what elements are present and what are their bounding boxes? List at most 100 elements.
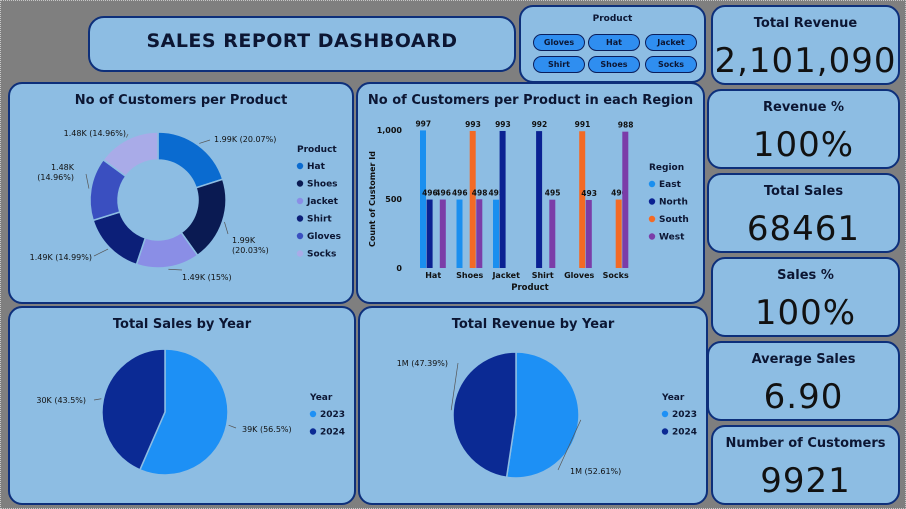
legend-title: Region [649, 163, 684, 173]
kpi-value: 100% [754, 293, 857, 333]
legend-label-north: North [659, 198, 688, 208]
bar-shirt-west [549, 199, 556, 268]
y-axis-label: Count of Customer Id [368, 151, 377, 247]
bar-hat-west [439, 199, 446, 268]
legend-marker-shirt [296, 215, 304, 222]
data-label-shoes: (20.03%) [232, 246, 269, 255]
legend-label-shoes: Shoes [307, 180, 338, 190]
kpi-total-revenue: Total Revenue 2,101,090 [711, 5, 900, 85]
legend-marker-west [648, 233, 656, 240]
slicer-title: Product [592, 14, 633, 24]
x-tick-label-gloves: Gloves [564, 271, 594, 280]
legend-marker-east [648, 180, 656, 188]
slicer-item-gloves[interactable]: Gloves [533, 34, 585, 51]
leader-line-gloves [85, 173, 90, 189]
kpi-revenue-percent: Revenue % 100% [707, 89, 900, 169]
legend-label-jacket: Jacket [306, 197, 339, 207]
data-label-shoes: 1.99K [232, 236, 256, 245]
kpi-label: Number of Customers [725, 436, 886, 451]
leader-line-2023 [228, 424, 237, 429]
bar-shoes-east [456, 199, 463, 268]
customers-per-product-card: No of Customers per Product 1.99K (20.07… [8, 82, 354, 304]
data-label-gloves: 1.48K [51, 163, 75, 172]
data-label-hat-east: 997 [415, 119, 431, 128]
dashboard-title: SALES REPORT DASHBOARD [146, 30, 458, 52]
kpi-value: 2,101,090 [714, 41, 897, 81]
leader-line-2023 [557, 419, 582, 471]
data-label-jacket-east: 495 [488, 189, 504, 198]
data-label-socks-south: 496 [611, 189, 627, 198]
y-tick-label: 500 [385, 195, 402, 204]
legend-label-west: West [659, 233, 685, 243]
y-tick-label: 0 [396, 264, 402, 273]
chart-title: No of Customers per Product in each Regi… [367, 93, 694, 108]
data-label-gloves: (14.96%) [37, 173, 74, 182]
x-axis-label: Product [511, 283, 549, 293]
legend-title: Product [297, 145, 337, 155]
data-label-2024: 30K (43.5%) [36, 396, 86, 405]
kpi-label: Total Revenue [753, 16, 858, 31]
legend-marker-hat [296, 162, 304, 170]
legend-marker-2024 [661, 428, 669, 435]
data-label-gloves-south: 991 [575, 120, 591, 129]
kpi-value: 68461 [746, 209, 861, 249]
data-label-hat-west: 496 [435, 189, 451, 198]
bar-gloves-south [579, 131, 586, 268]
chart-title: No of Customers per Product [74, 93, 288, 108]
legend-marker-2023 [661, 410, 669, 418]
legend-marker-gloves [296, 232, 304, 240]
legend-label-east: East [659, 180, 682, 190]
bar-shoes-south [469, 130, 476, 268]
kpi-number-of-customers: Number of Customers 9921 [711, 425, 900, 505]
bar-hat-north [426, 199, 433, 268]
y-tick-label: 1,000 [377, 126, 403, 135]
slicer-item-hat[interactable]: Hat [588, 34, 640, 51]
legend-title: Year [309, 393, 333, 403]
slicer-item-shirt[interactable]: Shirt [533, 56, 585, 73]
bar-gloves-west [585, 199, 592, 268]
x-tick-label-shirt: Shirt [532, 271, 554, 280]
customers-per-region-card: No of Customers per Product in each Regi… [356, 82, 705, 304]
data-label-socks-west: 988 [618, 121, 634, 130]
legend-label-hat: Hat [307, 162, 326, 172]
leader-line-shirt [93, 248, 109, 257]
bar-jacket-east [493, 199, 499, 268]
data-label-2023: 1M (52.61%) [570, 467, 621, 476]
bar-hat-east [420, 130, 426, 268]
slicer-item-socks[interactable]: Socks [645, 56, 697, 73]
slice-socks [102, 131, 159, 178]
dashboard-title-card: SALES REPORT DASHBOARD [88, 16, 516, 72]
product-slicer: Product Gloves Hat Jacket Shirt Shoes So… [519, 5, 706, 83]
slice-2023 [138, 348, 229, 476]
leader-line-2024 [450, 362, 459, 411]
slice-2024 [101, 348, 166, 471]
legend-marker-2023 [309, 410, 317, 418]
sales-by-year-pie: 39K (56.5%) 30K (43.5%) Year 2023 2024 [36, 348, 345, 476]
chart-title: Total Revenue by Year [451, 317, 615, 332]
kpi-label: Average Sales [751, 352, 856, 367]
leader-line-2024 [93, 398, 102, 401]
x-tick-label-shoes: Shoes [456, 271, 483, 280]
kpi-label: Total Sales [763, 184, 844, 199]
bar-jacket-north [499, 130, 506, 268]
slicer-item-jacket[interactable]: Jacket [645, 34, 697, 51]
legend-label-2023: 2023 [320, 410, 345, 420]
kpi-total-sales: Total Sales 68461 [707, 173, 900, 253]
kpi-average-sales: Average Sales 6.90 [707, 341, 900, 421]
data-label-hat-north: 496 [422, 189, 438, 198]
data-label-shirt-north: 992 [532, 120, 548, 129]
legend-title: Year [661, 393, 685, 403]
legend-marker-north [648, 198, 656, 205]
legend-label-2023: 2023 [672, 410, 697, 420]
data-label-socks: 1.48K (14.96%) [64, 129, 126, 138]
data-label-shirt: 1.49K (14.99%) [30, 253, 92, 262]
slice-2023 [505, 351, 580, 479]
kpi-value: 100% [752, 125, 855, 165]
slicer-item-shoes[interactable]: Shoes [588, 56, 640, 73]
x-tick-label-socks: Socks [603, 271, 629, 280]
slice-shirt [92, 211, 147, 266]
kpi-label: Revenue % [763, 100, 844, 115]
customers-per-product-donut: 1.99K (20.07%) 1.99K(20.03%) 1.49K (15%) 1.… [30, 129, 341, 282]
legend-marker-jacket [296, 197, 304, 205]
